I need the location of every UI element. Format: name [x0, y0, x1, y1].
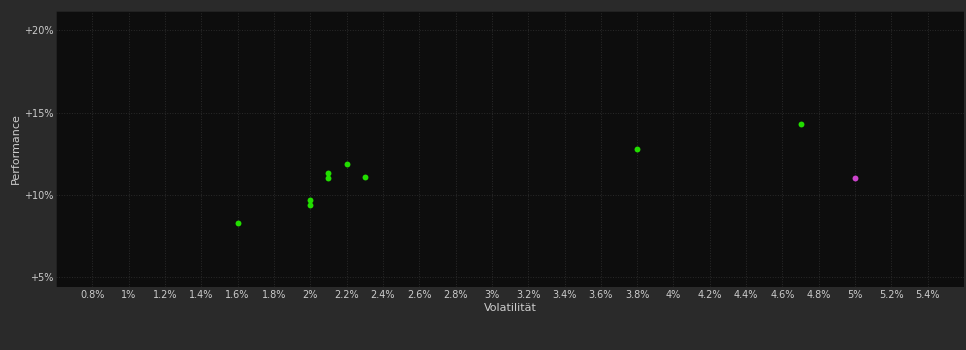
Point: [302, 197, 318, 203]
Point: [321, 171, 336, 176]
X-axis label: Volatilität: Volatilität: [484, 302, 536, 313]
Point: [230, 220, 245, 226]
Point: [339, 161, 355, 166]
Point: [357, 174, 373, 180]
Point: [793, 121, 809, 127]
Point: [302, 202, 318, 208]
Point: [321, 176, 336, 181]
Point: [630, 146, 645, 152]
Y-axis label: Performance: Performance: [11, 113, 21, 184]
Point: [847, 176, 863, 181]
